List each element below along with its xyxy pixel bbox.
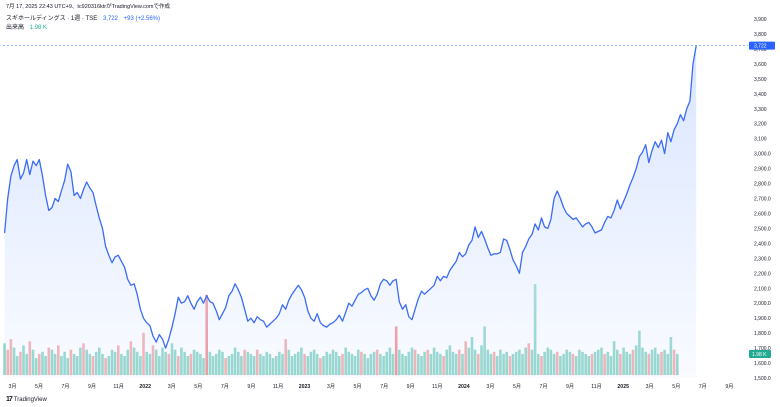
last-price-tag-label: 3,722 xyxy=(754,44,767,50)
x-tick-label: 7月 xyxy=(380,383,388,390)
price-line xyxy=(3,45,697,349)
last-price-tag xyxy=(749,41,775,50)
tradingview-brand: TradingView xyxy=(13,396,47,403)
y-tick-label: 3,100 xyxy=(754,137,767,143)
y-tick-label: 2,400.0 xyxy=(754,241,771,247)
y-tick-label: 2,300.0 xyxy=(754,256,771,262)
volume-tag xyxy=(749,350,771,358)
volume-tag-label: 1.98 K xyxy=(752,352,767,358)
y-tick-label: 3,300 xyxy=(754,107,767,113)
y-tick-label: 2,900.0 xyxy=(754,167,771,173)
y-tick-label: 2,500.0 xyxy=(754,226,771,232)
header-timestamp: 7月 17, 2025 22:43 UTC+9、tc920316ktrがTrad… xyxy=(6,4,171,10)
tradingview-mark-icon: 17 xyxy=(6,396,13,403)
x-tick-label: 3月 xyxy=(327,383,335,390)
x-tick-label: 7月 xyxy=(539,383,547,390)
y-tick-label: 2,600.0 xyxy=(754,212,771,218)
x-tick-label: 5月 xyxy=(35,383,43,390)
x-tick-label: 11月 xyxy=(113,383,124,390)
y-tick-label: 2,700.0 xyxy=(754,197,771,203)
x-tick-label: 9月 xyxy=(566,383,574,390)
tradingview-logo[interactable]: 17 TradingView xyxy=(6,396,47,403)
x-tick-label: 5月 xyxy=(194,383,202,390)
header-symbol-line: スギホールディングス · 1週 · TSE 3,722 +93 (+2.56%) xyxy=(6,13,160,22)
y-tick-label: 3,400 xyxy=(754,92,767,98)
y-tick-label: 3,500 xyxy=(754,77,767,83)
y-tick-label: 1,900.0 xyxy=(754,316,771,322)
y-tick-label: 2,200.0 xyxy=(754,271,771,277)
x-tick-label: 3月 xyxy=(8,383,16,390)
y-tick-label: 3,200 xyxy=(754,122,767,128)
x-tick-label: 2022 xyxy=(139,384,151,390)
x-tick-label: 3月 xyxy=(168,383,176,390)
x-tick-label: 3月 xyxy=(486,383,494,390)
x-tick-label: 2024 xyxy=(458,384,470,390)
volume-value: 1.98 K xyxy=(29,25,48,31)
x-tick-label: 9月 xyxy=(407,383,415,390)
x-tick-label: 9月 xyxy=(88,383,96,390)
y-tick-label: 3,800 xyxy=(754,32,767,38)
y-tick-label: 1,800.0 xyxy=(754,331,771,337)
x-tick-label: 11月 xyxy=(591,383,602,390)
y-tick-label: 1,700.0 xyxy=(754,346,771,352)
x-tick-label: 7月 xyxy=(221,383,229,390)
x-tick-label: 11月 xyxy=(432,383,443,390)
x-tick-label: 5月 xyxy=(354,383,362,390)
price-area-fill xyxy=(4,45,697,378)
y-tick-label: 2,100.0 xyxy=(754,286,771,292)
volume-label[interactable]: 出来高 xyxy=(6,25,25,31)
symbol-title[interactable]: スギホールディングス · 1週 · TSE xyxy=(6,16,98,22)
y-tick-label: 2,000.0 xyxy=(754,301,771,307)
x-tick-label: 7月 xyxy=(62,383,70,390)
y-tick-label: 1,600.0 xyxy=(754,361,771,367)
y-tick-label: 3,600 xyxy=(754,62,767,68)
x-tick-label: 11月 xyxy=(273,383,284,390)
x-tick-label: 2023 xyxy=(299,384,311,390)
y-tick-label: 1,500.0 xyxy=(754,376,771,382)
last-price: 3,722 xyxy=(102,16,118,22)
x-tick-label: 9月 xyxy=(247,383,255,390)
x-tick-label: 9月 xyxy=(725,383,733,390)
y-tick-label: 2,800.0 xyxy=(754,182,771,188)
x-tick-label: 7月 xyxy=(699,383,707,390)
x-tick-label: 5月 xyxy=(513,383,521,390)
y-tick-label: 3,900 xyxy=(754,17,767,23)
volume-legend: 出来高 1.98 K xyxy=(6,22,47,31)
y-tick-label: 3,000.0 xyxy=(754,152,771,158)
price-change: +93 (+2.56%) xyxy=(123,16,160,22)
x-tick-label: 3月 xyxy=(646,383,654,390)
y-tick-label: 3,700 xyxy=(754,47,767,53)
x-tick-label: 2025 xyxy=(617,384,629,390)
x-tick-label: 5月 xyxy=(672,383,680,390)
